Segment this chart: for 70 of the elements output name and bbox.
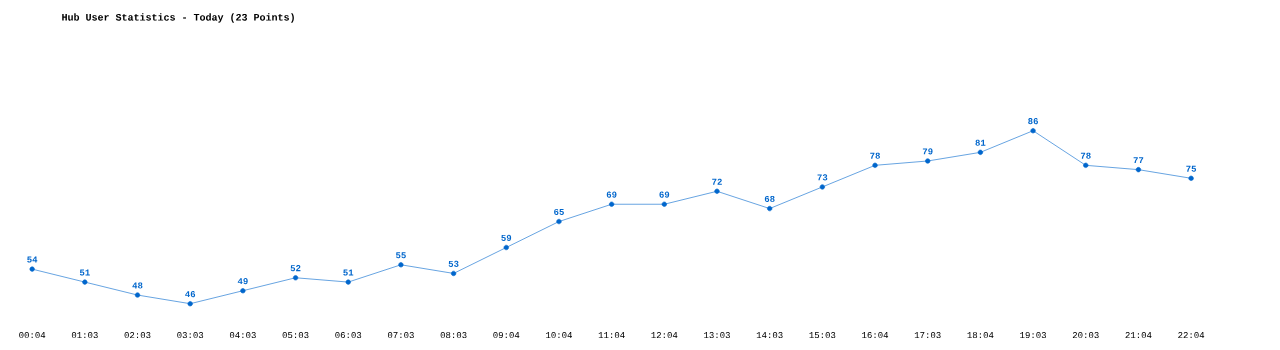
x-tick-label: 08:03 bbox=[440, 332, 467, 339]
x-tick-label: 21:04 bbox=[1125, 332, 1152, 339]
point bbox=[819, 184, 825, 190]
x-tick-label: 22:04 bbox=[1178, 332, 1205, 339]
point bbox=[187, 301, 193, 307]
data-label: 75 bbox=[1186, 165, 1197, 172]
data-label: 78 bbox=[1080, 152, 1091, 159]
x-tick-label: 05:03 bbox=[282, 332, 309, 339]
data-label: 49 bbox=[237, 278, 248, 285]
data-label: 68 bbox=[764, 195, 775, 203]
data-label: 86 bbox=[1028, 118, 1038, 125]
point bbox=[556, 218, 562, 225]
data-label: 78 bbox=[870, 152, 880, 159]
x-tick-label: 11:04 bbox=[598, 332, 625, 339]
x-tick-label: 15:03 bbox=[809, 332, 836, 339]
point bbox=[134, 292, 141, 298]
data-label: 73 bbox=[817, 174, 828, 181]
x-tick-label: 07:03 bbox=[387, 332, 414, 339]
data-label: 65 bbox=[554, 208, 564, 216]
data-label: 59 bbox=[501, 234, 512, 241]
data-label: 81 bbox=[975, 139, 986, 146]
data-label: 46 bbox=[185, 291, 196, 298]
x-tick-label: 09:04 bbox=[493, 332, 520, 339]
x-tick-label: 12:04 bbox=[651, 332, 678, 339]
data-label: 77 bbox=[1133, 157, 1144, 164]
data-label: 52 bbox=[290, 265, 301, 272]
x-tick-label: 18:04 bbox=[967, 332, 994, 339]
point bbox=[503, 244, 509, 251]
point bbox=[398, 262, 404, 268]
data-label: 48 bbox=[132, 282, 143, 289]
point bbox=[977, 149, 983, 155]
x-tick-label: 13:03 bbox=[704, 332, 730, 339]
x-tick-label: 16:04 bbox=[862, 332, 889, 339]
x-tick-label: 20:03 bbox=[1072, 332, 1099, 339]
chart-title: Hub User Statistics - Today (23 Points) bbox=[62, 13, 294, 23]
point bbox=[925, 158, 931, 164]
x-tick-label: 17:03 bbox=[914, 332, 941, 339]
x-tick-label: 19:03 bbox=[1020, 332, 1046, 339]
x-tick-label: 01:03 bbox=[71, 332, 98, 339]
data-label: 53 bbox=[448, 260, 459, 267]
data-label: 79 bbox=[922, 148, 933, 155]
point bbox=[82, 279, 88, 285]
point bbox=[714, 188, 720, 194]
x-tick-label: 10:04 bbox=[546, 332, 572, 339]
x-tick-label: 00:04 bbox=[19, 332, 46, 339]
data-label: 69 bbox=[606, 191, 617, 198]
point bbox=[1030, 128, 1036, 134]
point bbox=[1083, 162, 1089, 168]
point bbox=[872, 162, 878, 168]
point bbox=[345, 279, 351, 285]
data-label: 69 bbox=[659, 191, 670, 198]
x-tick-label: 06:03 bbox=[335, 332, 362, 339]
x-tick-label: 03:03 bbox=[177, 332, 204, 339]
point bbox=[240, 288, 246, 294]
data-label: 51 bbox=[79, 269, 90, 276]
point bbox=[450, 270, 457, 277]
data-label: 55 bbox=[395, 252, 406, 259]
point bbox=[1135, 167, 1142, 173]
point bbox=[767, 205, 773, 212]
point bbox=[1188, 175, 1194, 181]
data-label: 54 bbox=[27, 256, 38, 263]
x-tick-label: 02:03 bbox=[124, 332, 151, 339]
point bbox=[292, 275, 299, 281]
point bbox=[609, 201, 615, 207]
point bbox=[661, 201, 667, 207]
x-tick-label: 14:03 bbox=[756, 332, 783, 339]
data-label: 72 bbox=[712, 178, 722, 185]
x-tick-label: 04:03 bbox=[229, 332, 256, 339]
point bbox=[29, 266, 35, 272]
data-label: 51 bbox=[343, 269, 354, 276]
